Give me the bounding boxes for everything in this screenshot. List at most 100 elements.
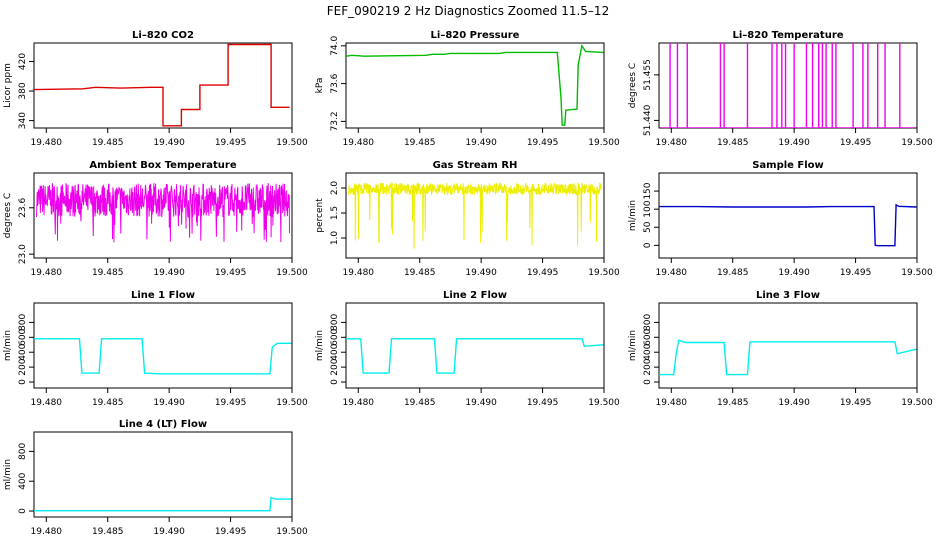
y-axis-label: percent: [315, 198, 325, 233]
chart-panel-8: Line 2 Flow 19.480 19.485 19.490 19.495 19.50…: [315, 290, 620, 408]
chart-title: Ambient Box Temperature: [89, 160, 236, 171]
x-tick-label: 19.495: [527, 138, 559, 148]
y-tick-label: 2.0: [330, 181, 340, 196]
chart-title: Li–820 CO2: [132, 30, 194, 41]
data-layer: [346, 43, 604, 126]
x-tick-label: 19.480: [31, 268, 63, 278]
chart-panel-2: Li–820 Pressure 19.480 19.485 19.490 19.495 1…: [315, 30, 620, 148]
data-layer: [34, 338, 292, 375]
plot-frame: [33, 302, 293, 389]
x-tick-label: 19.490: [465, 268, 497, 278]
y-tick-label: 73.6: [330, 73, 340, 93]
x-tick-label: 19.490: [778, 138, 810, 148]
x-tick-label: 19.490: [153, 398, 185, 408]
data-layer: [36, 182, 290, 243]
plot-frame: [658, 172, 918, 259]
plot-frame: [345, 172, 605, 259]
chart-title: Line 3 Flow: [756, 290, 820, 301]
x-tick-label: 19.490: [778, 268, 810, 278]
y-tick-label: 200: [330, 358, 340, 375]
x-tick-label: 19.485: [92, 268, 124, 278]
y-tick-label: 400: [643, 343, 653, 360]
y-tick-label: 23.6: [18, 197, 28, 217]
y-tick-label: 74.0: [330, 36, 340, 56]
plot-frame: [33, 172, 293, 259]
figure-title: FEF_090219 2 Hz Diagnostics Zoomed 11.5–…: [327, 4, 609, 18]
x-tick-label: 19.495: [840, 398, 872, 408]
y-axis-label: degrees C: [628, 63, 638, 108]
y-axis-label: ml/min: [3, 459, 13, 490]
x-tick-label: 19.480: [343, 398, 375, 408]
y-tick-label: 0: [18, 508, 28, 514]
series-line: [36, 182, 290, 243]
series-line: [34, 43, 290, 127]
chart-panel-1: Li–820 CO2 19.480 19.485 19.490 19.495 19.500…: [3, 30, 308, 148]
x-tick-label: 19.500: [901, 138, 933, 148]
x-tick-label: 19.500: [588, 138, 620, 148]
chart-panel-4: Ambient Box Temperature 19.480 19.485 19.49…: [3, 160, 308, 278]
data-layer: [659, 203, 917, 247]
series-line: [346, 43, 604, 126]
x-tick-label: 19.490: [153, 268, 185, 278]
y-tick-label: 0: [643, 242, 653, 248]
x-tick-label: 19.480: [343, 138, 375, 148]
x-tick-label: 19.485: [717, 398, 749, 408]
y-axis-label: degrees C: [3, 193, 13, 238]
x-tick-label: 19.500: [276, 398, 308, 408]
y-axis-label: Licor ppm: [3, 63, 13, 108]
panel-grid: Li–820 CO2 19.480 19.485 19.490 19.495 19.500…: [3, 30, 933, 537]
data-layer: [346, 338, 604, 374]
series-line: [346, 338, 604, 374]
chart-panel-10: Line 4 (LT) Flow 19.480 19.485 19.490 19.495…: [3, 419, 308, 537]
data-layer: [34, 43, 290, 127]
chart-panel-9: Line 3 Flow 19.480 19.485 19.490 19.495 19.50…: [628, 290, 933, 408]
x-tick-label: 19.480: [656, 398, 688, 408]
data-layer: [34, 496, 292, 512]
x-tick-label: 19.495: [527, 398, 559, 408]
x-tick-label: 19.495: [215, 527, 247, 537]
x-tick-label: 19.495: [840, 138, 872, 148]
plot-frame: [658, 302, 918, 389]
chart-title: Line 1 Flow: [131, 290, 195, 301]
chart-panel-6: Sample Flow 19.480 19.485 19.490 19.495 19.50…: [628, 160, 933, 278]
y-axis-label: ml/min: [315, 330, 325, 361]
y-tick-label: 23.0: [18, 244, 28, 264]
chart-title: Li–820 Pressure: [431, 30, 520, 41]
y-tick-label: 1.5: [330, 206, 340, 220]
chart-title: Line 2 Flow: [443, 290, 507, 301]
x-tick-label: 19.480: [656, 268, 688, 278]
chart-title: Li–820 Temperature: [732, 30, 843, 41]
y-tick-label: 400: [18, 472, 28, 489]
x-tick-label: 19.490: [778, 398, 810, 408]
x-tick-label: 19.480: [31, 398, 63, 408]
x-tick-label: 19.495: [527, 268, 559, 278]
y-tick-label: 150: [643, 182, 653, 199]
x-tick-label: 19.480: [656, 138, 688, 148]
x-tick-label: 19.495: [840, 268, 872, 278]
y-tick-label: 420: [18, 53, 28, 70]
chart-title: Sample Flow: [752, 160, 824, 171]
y-tick-label: 800: [330, 314, 340, 331]
x-tick-label: 19.485: [92, 527, 124, 537]
y-axis-label: kPa: [315, 78, 325, 94]
x-tick-label: 19.480: [31, 138, 63, 148]
y-tick-label: 73.2: [330, 111, 340, 131]
y-tick-label: 800: [18, 443, 28, 460]
x-tick-label: 19.480: [343, 268, 375, 278]
series-line: [659, 203, 917, 247]
y-tick-label: 1.0: [330, 231, 340, 246]
y-tick-label: 0: [18, 379, 28, 385]
y-tick-label: 800: [643, 314, 653, 331]
series-line: [34, 338, 292, 375]
x-tick-label: 19.500: [901, 268, 933, 278]
chart-panel-3: Li–820 Temperature 19.480 19.485 19.490 19.4…: [628, 30, 933, 148]
x-tick-label: 19.500: [276, 527, 308, 537]
data-layer: [661, 43, 915, 128]
y-tick-label: 50: [643, 221, 653, 233]
x-tick-label: 19.500: [276, 268, 308, 278]
x-tick-label: 19.500: [901, 398, 933, 408]
data-layer: [659, 339, 917, 376]
plot-frame: [33, 431, 293, 518]
y-tick-label: 0: [643, 379, 653, 385]
